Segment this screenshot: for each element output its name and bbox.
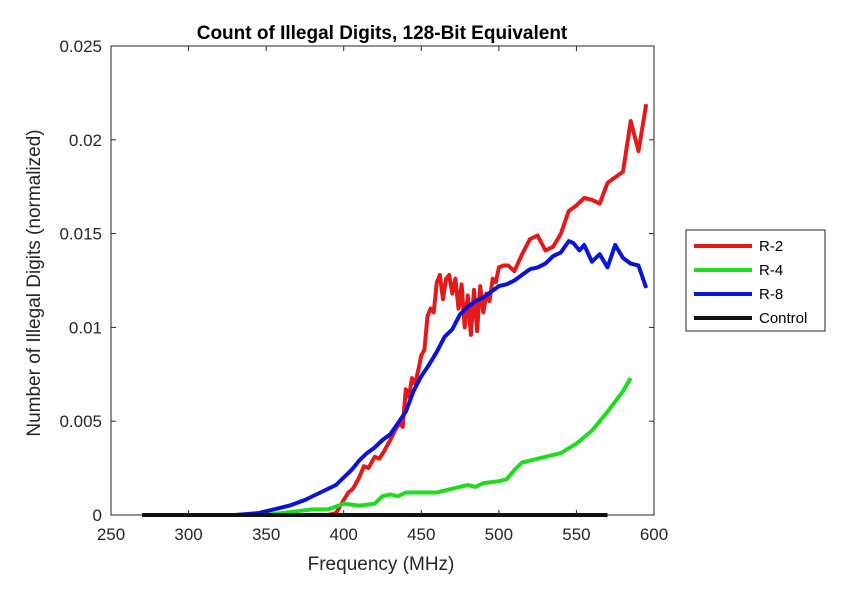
series-layer [142,103,649,517]
legend-label: R-8 [759,286,783,303]
x-tick-label: 250 [97,525,125,544]
legend-label: R-2 [759,238,783,255]
y-tick-label: 0.01 [69,318,102,337]
legend-label: Control [759,310,807,327]
x-axis: 250 300 350 400 450 500 550 600 [97,46,668,544]
legend-label: R-4 [759,262,783,279]
y-axis-label: Number of Illegal Digits (normalized) [24,129,45,436]
x-axis-label: Frequency (MHz) [308,554,455,575]
y-tick-label: 0.005 [59,412,102,431]
x-tick-label: 450 [407,525,435,544]
series-line-r-8 [142,239,649,517]
legend: R-2 R-4 R-8 Control [685,229,826,332]
x-tick-label: 400 [330,525,358,544]
x-tick-label: 500 [485,525,513,544]
axes-box [110,45,655,516]
y-tick-label: 0 [93,506,102,525]
series-line-r-4 [142,377,633,517]
plot-area: 250 300 350 400 450 500 550 600 0 0.005 0.01 0.015… [59,37,668,544]
y-tick-label: 0.025 [59,37,102,56]
x-tick-label: 600 [640,525,668,544]
y-tick-label: 0.02 [69,131,102,150]
series-line-r-2 [142,103,649,517]
y-tick-label: 0.015 [59,225,102,244]
x-tick-label: 350 [252,525,280,544]
chart-title: Count of Illegal Digits, 128-Bit Equival… [197,23,568,44]
y-axis: 0 0.005 0.01 0.015 0.02 0.025 [59,37,654,525]
x-tick-label: 550 [562,525,590,544]
legend-entries: R-2 R-4 R-8 Control [694,238,807,327]
x-tick-label: 300 [174,525,202,544]
